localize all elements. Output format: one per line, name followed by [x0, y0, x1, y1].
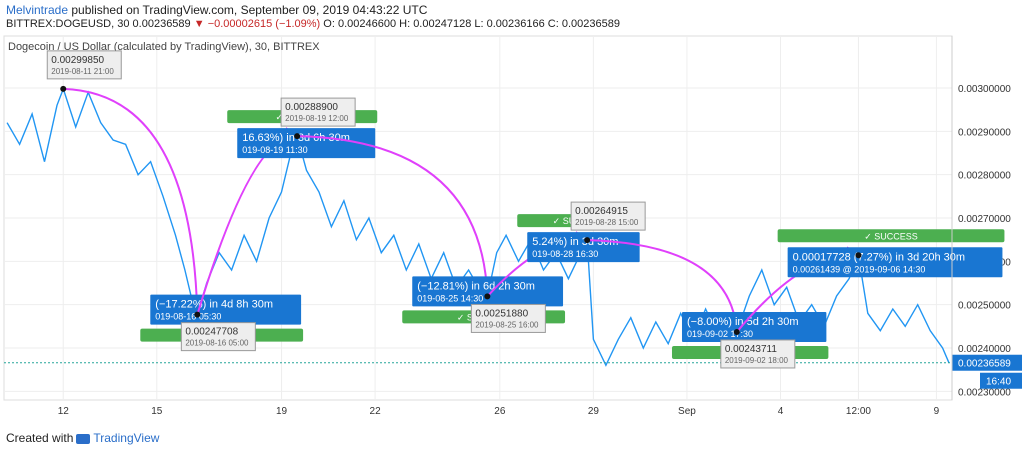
pivot-date: 2019-08-16 05:00 [185, 339, 249, 348]
measure-text: (−17.22%) in 4d 8h 30m [155, 299, 273, 311]
countdown-label: 16:40 [986, 377, 1011, 388]
pivot-label-box [470, 303, 546, 333]
pivot-label-box [280, 97, 356, 127]
pivot-price: 0.00288900 [285, 102, 338, 113]
y-tick-label: 0.00280000 [958, 171, 1011, 182]
pivot-label-box [46, 50, 122, 80]
price-change: −0.00002615 (−1.09%) [207, 18, 321, 30]
price-chart[interactable]: 0.00300000 0.00290000 0.00280000 0.00270000… [0, 34, 1024, 429]
pivot-price: 0.00247708 [185, 327, 238, 338]
pivot-price: 0.00299850 [51, 55, 104, 66]
pivot-date: 2019-08-19 12:00 [285, 114, 349, 123]
current-price-tag [952, 354, 1022, 371]
pivot-label-box [570, 201, 646, 231]
measure-box [237, 128, 376, 159]
measure-text: (−12.81%) in 6d 2h 30m [417, 280, 535, 292]
success-badge [777, 229, 1005, 243]
y-tick-label: 0.00230000 [958, 387, 1011, 398]
measure-box [787, 247, 1003, 278]
symbol-label: BITTREX:DOGEUSD, 30 [6, 18, 130, 30]
measure-box [412, 276, 564, 307]
measure-box [681, 311, 827, 342]
pivot-point [855, 252, 862, 259]
measure-text: 5.24%) in 3d 30m [532, 236, 618, 248]
x-tick-label: 12:00 [846, 406, 871, 417]
down-arrow-icon: ▼ [193, 18, 205, 30]
y-tick-label: 0.00240000 [958, 344, 1011, 355]
measure-text: (−8.00%) in 5d 2h 30m [687, 316, 799, 328]
measure-sub: 0.00261439 @ 2019-09-06 14:30 [793, 264, 926, 274]
footer: Created with TradingView [6, 431, 159, 445]
ohlc-values: O: 0.00246600 H: 0.00247128 L: 0.0023616… [323, 18, 620, 30]
move-arrow [297, 135, 495, 301]
publish-info: Melvintrade published on TradingView.com… [6, 3, 427, 17]
pivot-point [584, 237, 591, 244]
pivot-point [194, 311, 201, 318]
created-with-text: Created with [6, 431, 74, 445]
chart-header: Melvintrade published on TradingView.com… [0, 0, 1024, 34]
move-arrow [587, 239, 744, 336]
x-tick-label: 19 [276, 406, 288, 417]
tradingview-logo-icon [76, 433, 91, 444]
y-tick-label: 0.00250000 [958, 301, 1011, 312]
countdown-tag [980, 372, 1022, 389]
pivot-price: 0.00264915 [575, 206, 628, 217]
measure-sub: 019-09-02 17:30 [687, 329, 753, 339]
chart-title: Dogecoin / US Dollar (calculated by Trad… [8, 41, 320, 53]
measure-text: 0.00017728 (7.27%) in 3d 20h 30m [793, 251, 965, 263]
move-arrow [63, 87, 206, 319]
measure-box [527, 232, 640, 263]
measure-box [150, 294, 302, 325]
x-tick-label: 12 [58, 406, 70, 417]
last-price: 0.00236589 [132, 18, 191, 30]
pivot-label-box [180, 322, 256, 352]
pivot-point [484, 293, 491, 300]
current-price-label: 0.00236589 [958, 359, 1011, 370]
symbol-info: BITTREX:DOGEUSD, 30 0.00236589 ▼ −0.0000… [6, 18, 620, 30]
tradingview-link[interactable]: TradingView [93, 431, 160, 445]
measure-sub: 019-08-19 11:30 [242, 145, 307, 155]
pivot-date: 2019-08-11 21:00 [51, 67, 114, 76]
measure-sub: 019-08-28 16:30 [532, 249, 598, 259]
x-tick-label: 15 [151, 406, 163, 417]
pivot-point [60, 85, 67, 92]
pivot-point [733, 328, 740, 335]
x-tick-label: 4 [778, 406, 784, 417]
pivot-price: 0.00243711 [725, 344, 778, 355]
y-tick-label: 0.00290000 [958, 127, 1011, 138]
pivot-point [294, 133, 301, 140]
published-text: published on TradingView.com, September … [71, 3, 428, 17]
x-tick-label: 22 [370, 406, 382, 417]
pivot-price: 0.00251880 [475, 308, 528, 319]
pivot-date: 2019-08-25 16:00 [475, 320, 539, 329]
pivot-date: 2019-08-28 15:00 [575, 218, 639, 227]
pivot-date: 2019-09-02 18:00 [725, 356, 789, 365]
measure-sub: 019-08-16 05:30 [155, 312, 221, 322]
x-tick-label: 29 [588, 406, 600, 417]
y-tick-label: 0.00300000 [958, 84, 1011, 95]
x-tick-label: Sep [678, 406, 696, 417]
measure-sub: 019-08-25 14:30 [417, 293, 483, 303]
x-tick-label: 9 [934, 406, 940, 417]
author-link[interactable]: Melvintrade [6, 3, 69, 17]
y-tick-label: 0.00270000 [958, 214, 1011, 225]
success-label: ✓ SUCCESS [864, 231, 918, 241]
pivot-label-box [720, 339, 796, 369]
x-tick-label: 26 [494, 406, 506, 417]
